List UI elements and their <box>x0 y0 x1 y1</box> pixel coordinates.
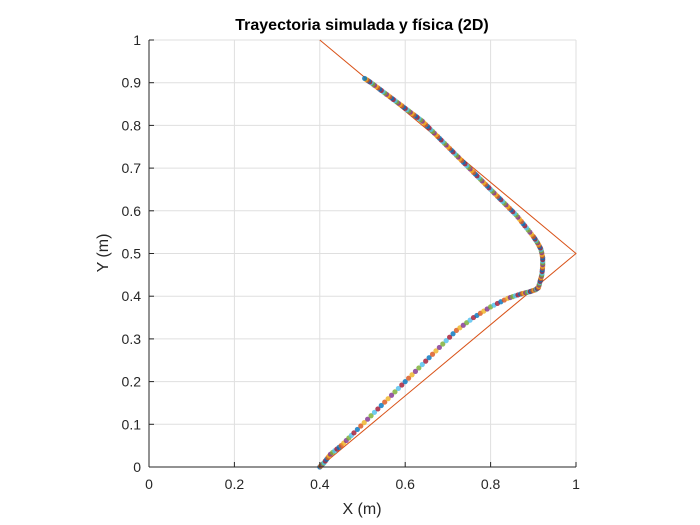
y-tick-label: 0.6 <box>122 203 142 219</box>
trajectory-point <box>429 351 436 357</box>
trajectory-point <box>412 368 419 374</box>
y-axis-label: Y (m) <box>95 234 112 273</box>
grid-lines <box>148 39 577 468</box>
trajectory-point <box>361 419 367 426</box>
x-tick-label: 0.6 <box>395 476 415 492</box>
trajectory-point <box>382 399 388 405</box>
trajectory-point <box>450 331 456 337</box>
trajectory-point <box>443 338 449 344</box>
trajectory-point <box>399 382 405 388</box>
trajectory-point <box>406 375 412 381</box>
trajectory-point <box>433 348 439 354</box>
data-layer <box>317 39 577 470</box>
y-tick-label: 1 <box>133 32 141 48</box>
trajectory-point <box>416 365 422 371</box>
x-tick-label: 0.4 <box>310 476 330 492</box>
y-tick-label: 0.1 <box>122 416 142 432</box>
x-tick-label: 0.2 <box>225 476 245 492</box>
trajectory-point <box>440 341 446 347</box>
y-tick-label: 0 <box>133 459 141 475</box>
y-tick-label: 0.8 <box>122 117 142 133</box>
trajectory-point <box>358 423 364 429</box>
y-tick-label: 0.9 <box>122 75 142 91</box>
trajectory-point <box>426 355 432 361</box>
trajectory-point <box>419 361 425 368</box>
trajectory-point <box>436 344 442 351</box>
y-tick-label: 0.5 <box>122 246 142 262</box>
chart-title: Trayectoria simulada y física (2D) <box>235 17 488 34</box>
trajectory-point <box>447 334 453 340</box>
y-axis-ticks: 0 0.1 0.2 0.3 0.4 0.5 0.6 0.7 0.8 0.9 1 <box>122 32 154 475</box>
trajectory-point <box>378 402 384 409</box>
trajectory-point <box>351 430 357 436</box>
x-axis-label: X (m) <box>342 501 381 518</box>
trajectory-point <box>371 409 378 415</box>
trajectory-point <box>409 372 415 378</box>
y-tick-label: 0.2 <box>122 374 142 390</box>
y-tick-label: 0.7 <box>122 160 142 176</box>
x-tick-label: 1 <box>572 476 580 492</box>
trajectory-point <box>395 385 401 392</box>
trajectory-point <box>423 358 429 364</box>
trajectory-point <box>385 396 391 402</box>
trajectory-point <box>368 413 374 419</box>
trajectory-point <box>354 426 360 433</box>
y-tick-label: 0.3 <box>122 331 142 347</box>
trajectory-point <box>362 75 368 82</box>
y-tick-label: 0.4 <box>122 288 142 304</box>
trajectory-point <box>375 406 381 412</box>
trajectory-point <box>388 392 395 398</box>
trajectory-point <box>392 389 398 395</box>
trajectory-point <box>365 416 371 422</box>
x-tick-label: 0 <box>145 476 153 492</box>
x-axis-ticks: 0 0.2 0.4 0.6 0.8 1 <box>145 462 580 492</box>
trajectory-point <box>402 379 408 385</box>
x-tick-label: 0.8 <box>481 476 501 492</box>
